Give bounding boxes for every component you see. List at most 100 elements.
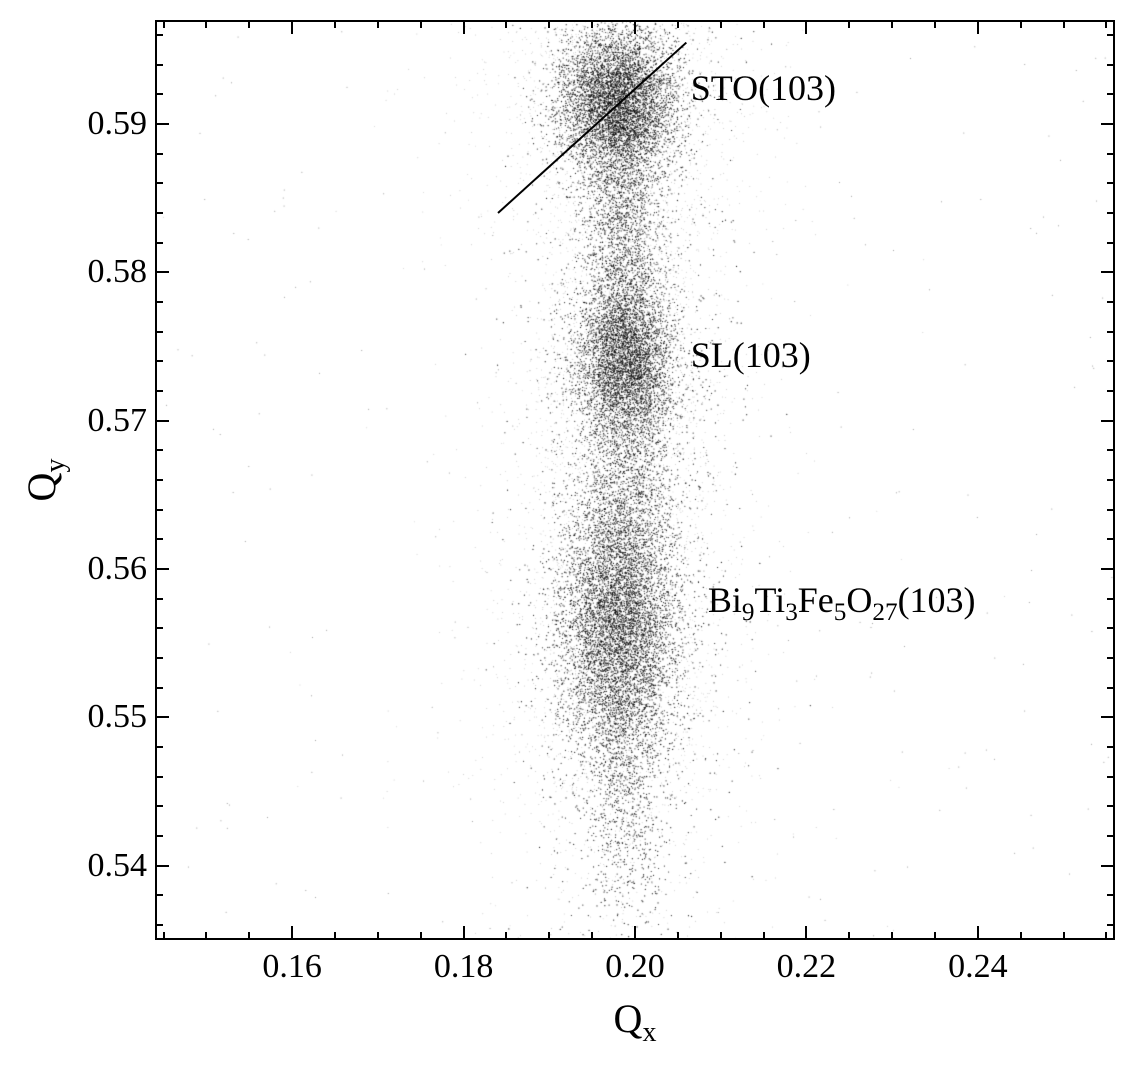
y-minor-tick	[155, 93, 163, 95]
x-minor-tick	[591, 20, 593, 28]
x-minor-tick	[1063, 20, 1065, 28]
y-tick-label: 0.57	[57, 402, 147, 440]
y-minor-tick	[155, 153, 163, 155]
x-minor-tick	[420, 932, 422, 940]
x-minor-tick	[548, 932, 550, 940]
y-minor-tick	[1107, 538, 1115, 540]
y-minor-tick	[155, 598, 163, 600]
x-minor-tick	[677, 20, 679, 28]
y-major-tick	[1101, 716, 1115, 718]
y-major-tick	[155, 420, 169, 422]
y-minor-tick	[155, 894, 163, 896]
y-minor-tick	[1107, 509, 1115, 511]
x-minor-tick	[891, 932, 893, 940]
y-minor-tick	[1107, 331, 1115, 333]
y-minor-tick	[155, 924, 163, 926]
y-minor-tick	[155, 64, 163, 66]
y-tick-label: 0.58	[57, 253, 147, 291]
y-minor-tick	[155, 449, 163, 451]
x-minor-tick	[205, 932, 207, 940]
y-major-tick	[1101, 271, 1115, 273]
x-major-tick	[977, 20, 979, 34]
x-minor-tick	[377, 20, 379, 28]
x-minor-tick	[677, 932, 679, 940]
y-minor-tick	[155, 390, 163, 392]
x-minor-tick	[334, 20, 336, 28]
x-major-tick	[805, 926, 807, 940]
x-major-tick	[634, 926, 636, 940]
x-minor-tick	[891, 20, 893, 28]
x-minor-tick	[934, 20, 936, 28]
y-minor-tick	[1107, 242, 1115, 244]
y-minor-tick	[155, 776, 163, 778]
y-minor-tick	[155, 34, 163, 36]
x-major-tick	[634, 20, 636, 34]
x-major-tick	[291, 926, 293, 940]
y-minor-tick	[155, 242, 163, 244]
y-minor-tick	[1107, 64, 1115, 66]
x-minor-tick	[763, 932, 765, 940]
x-tick-label: 0.20	[605, 948, 665, 986]
y-minor-tick	[155, 182, 163, 184]
x-minor-tick	[591, 932, 593, 940]
y-minor-tick	[155, 835, 163, 837]
y-minor-tick	[1107, 627, 1115, 629]
y-minor-tick	[1107, 34, 1115, 36]
y-minor-tick	[155, 627, 163, 629]
y-minor-tick	[1107, 746, 1115, 748]
x-tick-label: 0.18	[434, 948, 494, 986]
y-minor-tick	[155, 805, 163, 807]
x-minor-tick	[505, 20, 507, 28]
x-minor-tick	[1020, 932, 1022, 940]
x-minor-tick	[1105, 932, 1107, 940]
y-tick-label: 0.59	[57, 105, 147, 143]
y-minor-tick	[155, 479, 163, 481]
y-major-tick	[155, 123, 169, 125]
x-minor-tick	[548, 20, 550, 28]
y-tick-label: 0.56	[57, 550, 147, 588]
rsm-chart: 0.160.180.200.220.240.540.550.560.570.58…	[0, 0, 1147, 1066]
y-minor-tick	[1107, 687, 1115, 689]
x-minor-tick	[163, 932, 165, 940]
x-minor-tick	[248, 20, 250, 28]
y-axis-label-main: Q	[19, 473, 64, 502]
y-minor-tick	[155, 301, 163, 303]
y-major-tick	[155, 716, 169, 718]
x-major-tick	[463, 20, 465, 34]
x-axis-label: Qx	[614, 995, 657, 1042]
y-minor-tick	[1107, 182, 1115, 184]
y-major-tick	[1101, 420, 1115, 422]
x-minor-tick	[848, 20, 850, 28]
y-major-tick	[155, 568, 169, 570]
y-minor-tick	[1107, 924, 1115, 926]
x-minor-tick	[1020, 20, 1022, 28]
y-major-tick	[1101, 568, 1115, 570]
y-minor-tick	[155, 331, 163, 333]
y-minor-tick	[1107, 776, 1115, 778]
y-minor-tick	[1107, 894, 1115, 896]
x-tick-label: 0.24	[948, 948, 1008, 986]
y-major-tick	[1101, 865, 1115, 867]
x-minor-tick	[720, 932, 722, 940]
y-minor-tick	[155, 538, 163, 540]
x-minor-tick	[205, 20, 207, 28]
y-minor-tick	[1107, 301, 1115, 303]
x-minor-tick	[505, 932, 507, 940]
y-minor-tick	[1107, 212, 1115, 214]
x-axis-label-sub: x	[642, 1017, 656, 1048]
x-major-tick	[291, 20, 293, 34]
x-minor-tick	[1063, 932, 1065, 940]
y-minor-tick	[155, 509, 163, 511]
y-minor-tick	[1107, 449, 1115, 451]
y-minor-tick	[155, 687, 163, 689]
y-major-tick	[1101, 123, 1115, 125]
x-minor-tick	[420, 20, 422, 28]
annotation-sto: STO(103)	[691, 67, 836, 109]
x-tick-label: 0.22	[777, 948, 837, 986]
y-minor-tick	[1107, 93, 1115, 95]
y-minor-tick	[1107, 360, 1115, 362]
x-minor-tick	[377, 932, 379, 940]
y-axis-label-sub: y	[40, 459, 71, 473]
y-minor-tick	[155, 657, 163, 659]
x-minor-tick	[934, 932, 936, 940]
